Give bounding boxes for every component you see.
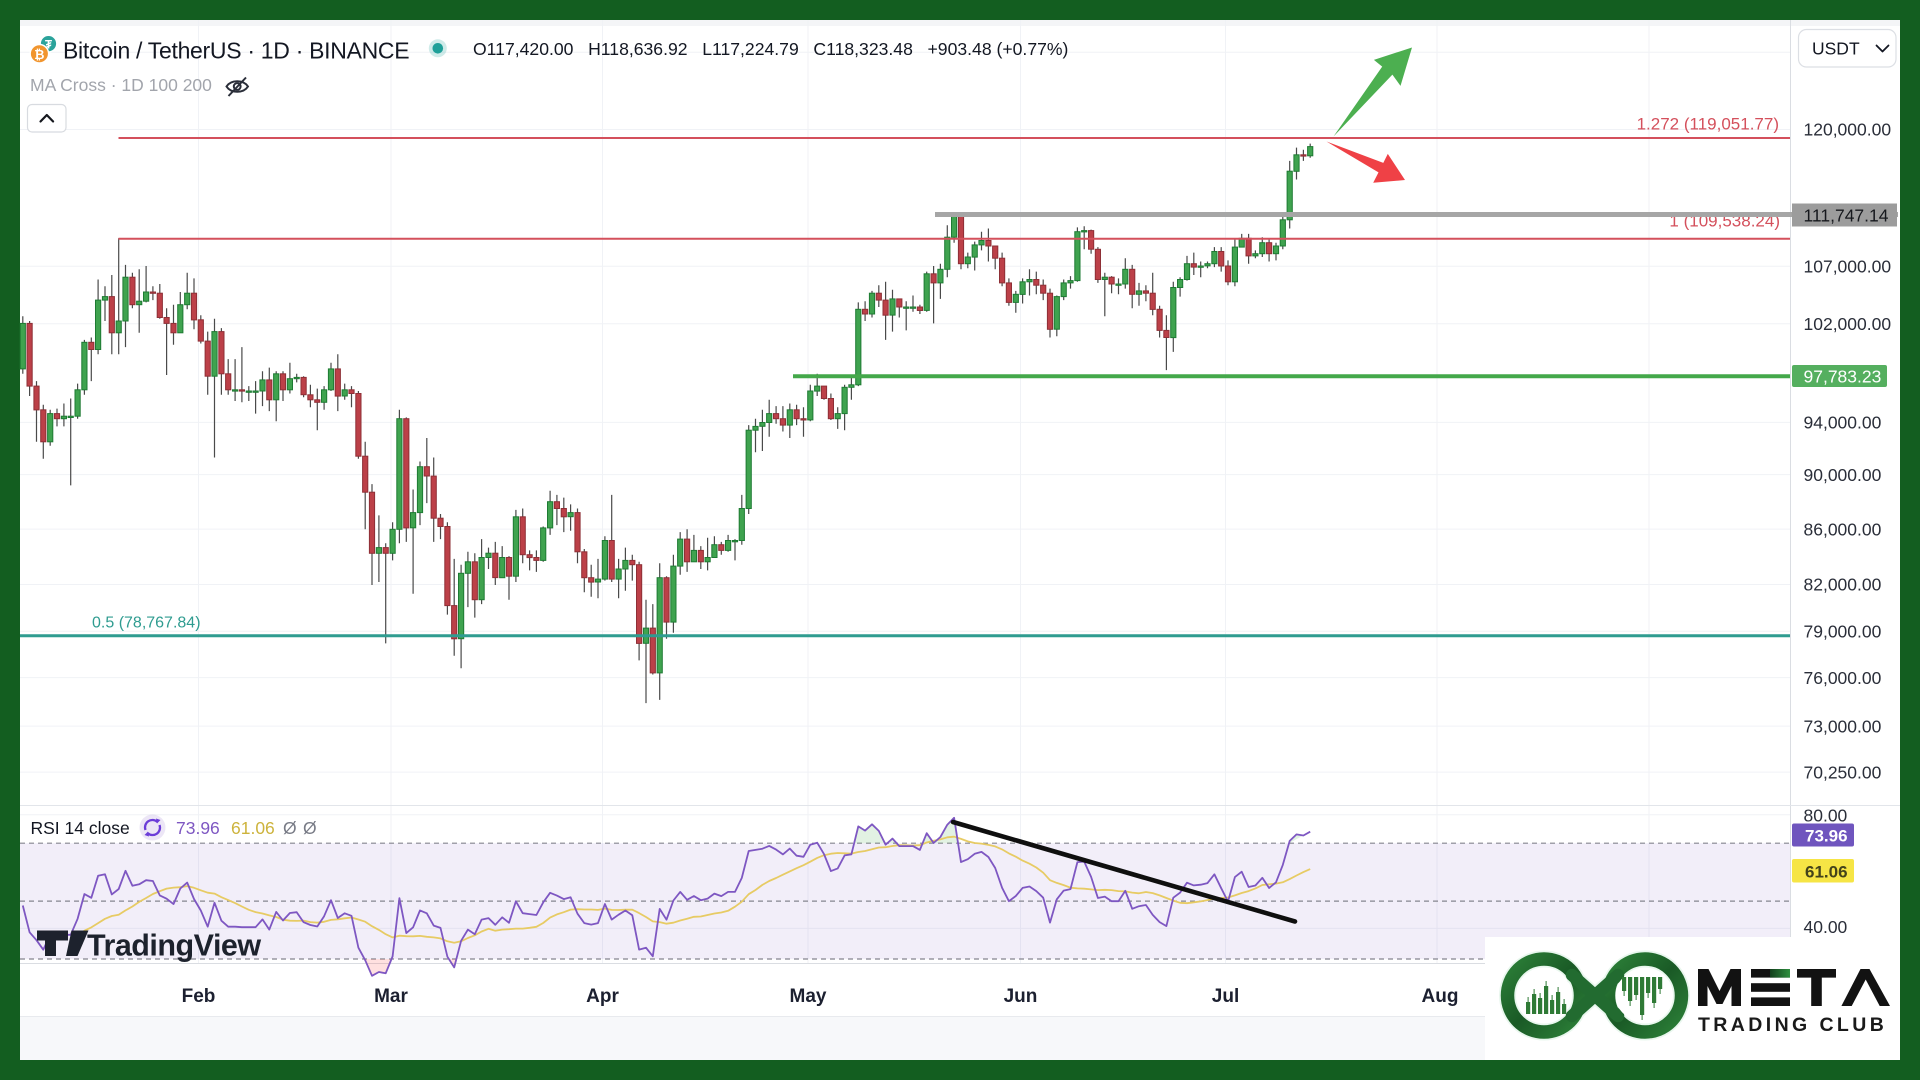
svg-text:Bitcoin / TetherUS · 1D · BINA: Bitcoin / TetherUS · 1D · BINANCE [63, 38, 409, 64]
svg-text:73.96: 73.96 [1805, 827, 1848, 846]
svg-text:₿: ₿ [34, 48, 44, 62]
svg-text:86,000.00: 86,000.00 [1804, 519, 1882, 539]
svg-text:70,250.00: 70,250.00 [1804, 762, 1882, 782]
svg-text:1.272 (119,051.77): 1.272 (119,051.77) [1637, 115, 1779, 134]
svg-text:40.00: 40.00 [1804, 917, 1848, 937]
svg-text:Apr: Apr [586, 986, 619, 1007]
svg-text:61.06: 61.06 [231, 818, 275, 838]
svg-text:82,000.00: 82,000.00 [1804, 575, 1882, 595]
svg-text:94,000.00: 94,000.00 [1804, 413, 1882, 433]
svg-text:90,000.00: 90,000.00 [1804, 465, 1882, 485]
svg-text:RSI 14 close: RSI 14 close [31, 818, 130, 838]
svg-text:MA Cross · 1D 100 200: MA Cross · 1D 100 200 [30, 75, 212, 95]
svg-text:Ø: Ø [283, 818, 297, 838]
svg-text:Aug: Aug [1422, 986, 1459, 1007]
svg-text:107,000.00: 107,000.00 [1804, 256, 1892, 276]
svg-text:102,000.00: 102,000.00 [1804, 314, 1892, 334]
svg-text:USDT: USDT [1812, 39, 1860, 59]
svg-text:73.96: 73.96 [176, 818, 220, 838]
svg-text:79,000.00: 79,000.00 [1804, 621, 1882, 641]
svg-text:May: May [790, 986, 827, 1007]
svg-text:73,000.00: 73,000.00 [1804, 716, 1882, 736]
svg-text:80.00: 80.00 [1804, 805, 1848, 825]
svg-text:0.5 (78,767.84): 0.5 (78,767.84) [92, 615, 201, 632]
svg-text:Jun: Jun [1004, 986, 1038, 1007]
svg-text:Feb: Feb [182, 986, 216, 1007]
svg-text:111,747.14: 111,747.14 [1804, 206, 1889, 226]
svg-text:Jul: Jul [1212, 986, 1239, 1007]
svg-text:TradingView: TradingView [87, 929, 261, 963]
svg-text:O117,420.00 H118,636.92 L1: O117,420.00 H118,636.92 L117,224.79 C118… [473, 39, 1068, 59]
svg-text:₮: ₮ [45, 39, 52, 51]
svg-text:120,000.00: 120,000.00 [1804, 120, 1892, 140]
svg-text:76,000.00: 76,000.00 [1804, 668, 1882, 688]
svg-text:Ø: Ø [303, 818, 317, 838]
svg-text:97,783.23: 97,783.23 [1804, 367, 1882, 387]
svg-text:Mar: Mar [374, 986, 408, 1007]
svg-text:61.06: 61.06 [1805, 863, 1848, 882]
svg-text:TRADING CLUB: TRADING CLUB [1698, 1014, 1887, 1036]
